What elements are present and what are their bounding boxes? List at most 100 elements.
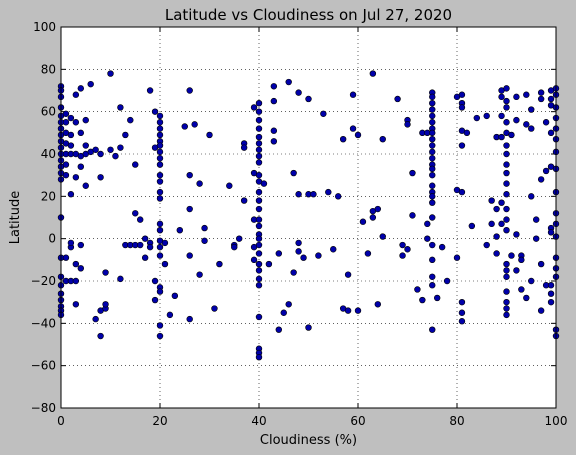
data-point — [296, 240, 302, 246]
y-tick-label: 80 — [41, 62, 56, 76]
x-tick-label: 20 — [152, 414, 167, 428]
data-point — [157, 196, 163, 202]
data-point — [63, 111, 69, 117]
data-point — [410, 170, 416, 176]
y-tick-label: −80 — [31, 401, 56, 415]
data-point — [429, 130, 435, 136]
data-point — [528, 193, 534, 199]
y-axis-label: Latitude — [8, 191, 23, 245]
data-point — [429, 136, 435, 142]
data-point — [360, 219, 366, 225]
chart-title: Latitude vs Cloudiness on Jul 27, 2020 — [165, 6, 452, 24]
data-point — [429, 107, 435, 113]
data-point — [429, 94, 435, 100]
data-point — [509, 132, 515, 138]
data-point — [459, 310, 465, 316]
data-point — [88, 81, 94, 87]
data-point — [73, 261, 79, 267]
data-point — [68, 191, 74, 197]
data-point — [271, 138, 277, 144]
data-point — [484, 113, 490, 119]
data-point — [256, 236, 262, 242]
data-point — [157, 143, 163, 149]
y-tick-label: −40 — [31, 316, 56, 330]
x-tick-label: 60 — [350, 414, 365, 428]
data-point — [256, 147, 262, 153]
data-point — [335, 193, 341, 199]
data-point — [147, 244, 153, 250]
data-point — [157, 244, 163, 250]
data-point — [256, 153, 262, 159]
data-point — [311, 191, 317, 197]
data-point — [499, 94, 505, 100]
data-point — [504, 268, 510, 274]
data-point — [281, 310, 287, 316]
y-tick-label: 40 — [41, 147, 56, 161]
data-point — [405, 121, 411, 127]
data-point — [93, 316, 99, 322]
data-point — [375, 206, 381, 212]
data-point — [78, 164, 84, 170]
data-point — [429, 172, 435, 178]
data-point — [108, 147, 114, 153]
data-point — [256, 217, 262, 223]
data-point — [212, 306, 218, 312]
data-point — [429, 119, 435, 125]
data-point — [202, 225, 208, 231]
data-point — [429, 327, 435, 333]
data-point — [454, 255, 460, 261]
data-point — [370, 215, 376, 221]
data-point — [63, 255, 69, 261]
data-point — [157, 333, 163, 339]
data-point — [157, 155, 163, 161]
data-point — [256, 172, 262, 178]
data-point — [83, 143, 89, 149]
data-point — [157, 149, 163, 155]
data-point — [504, 85, 510, 91]
data-point — [489, 221, 495, 227]
data-point — [142, 236, 148, 242]
data-point — [118, 105, 124, 111]
data-point — [147, 88, 153, 94]
data-point — [504, 151, 510, 157]
data-point — [504, 181, 510, 187]
data-point — [157, 179, 163, 185]
data-point — [316, 253, 322, 259]
data-point — [118, 145, 124, 151]
data-point — [167, 312, 173, 318]
data-point — [370, 71, 376, 77]
data-point — [429, 193, 435, 199]
data-point — [429, 143, 435, 149]
data-point — [73, 278, 79, 284]
data-point — [256, 242, 262, 248]
data-point — [424, 236, 430, 242]
data-point — [548, 299, 554, 305]
data-point — [499, 200, 505, 206]
data-point — [217, 261, 223, 267]
data-point — [350, 126, 356, 132]
data-point — [187, 172, 193, 178]
data-point — [152, 297, 158, 303]
data-point — [523, 121, 529, 127]
data-point — [256, 109, 262, 115]
data-point — [469, 223, 475, 229]
data-point — [127, 117, 133, 123]
x-tick-label: 40 — [251, 414, 266, 428]
data-point — [83, 117, 89, 123]
data-point — [182, 124, 188, 130]
data-point — [291, 170, 297, 176]
y-tick-label: 20 — [41, 189, 56, 203]
data-point — [226, 183, 232, 189]
data-point — [296, 90, 302, 96]
data-point — [113, 153, 119, 159]
data-point — [157, 189, 163, 195]
data-point — [429, 155, 435, 161]
data-point — [78, 242, 84, 248]
data-point — [256, 117, 262, 123]
data-point — [157, 162, 163, 168]
data-point — [276, 251, 282, 257]
data-point — [459, 143, 465, 149]
data-point — [538, 90, 544, 96]
data-point — [410, 212, 416, 218]
data-point — [137, 242, 143, 248]
